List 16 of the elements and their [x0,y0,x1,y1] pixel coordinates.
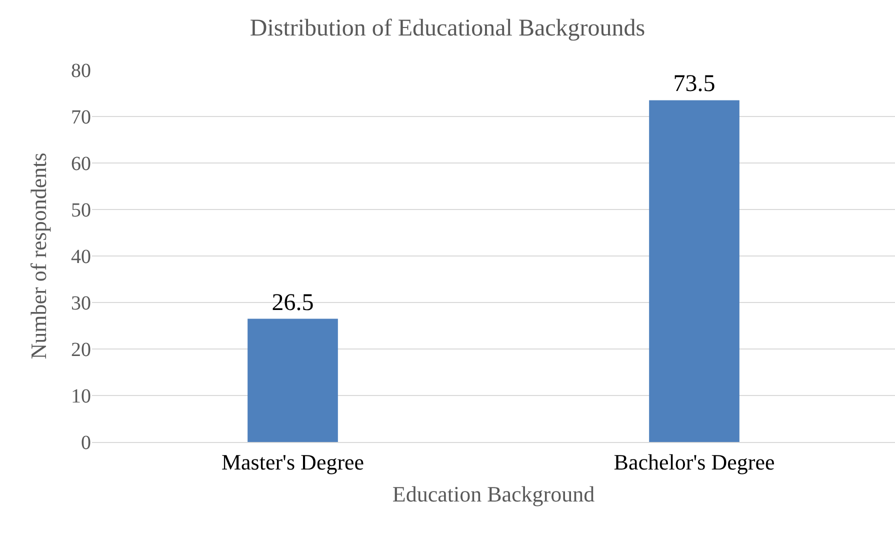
data-label: 26.5 [272,290,314,316]
data-label: 73.5 [673,71,716,98]
y-tick-label: 30 [71,292,91,314]
chart-title: Distribution of Educational Backgrounds [250,15,646,42]
y-tick-label: 0 [81,432,91,454]
y-tick-label: 20 [71,339,91,361]
x-tick-label: Bachelor's Degree [614,449,775,474]
x-axis-title: Education Background [392,481,595,506]
y-tick-label: 70 [71,106,91,128]
y-tick-label: 60 [71,153,91,175]
x-tick-label: Master's Degree [221,449,364,474]
y-axis-title: Number of respondents [26,152,51,360]
y-tick-label: 80 [71,60,91,82]
y-tick-label: 10 [71,386,91,408]
y-tick-label: 40 [71,246,91,268]
y-tick-label: 50 [71,200,91,222]
